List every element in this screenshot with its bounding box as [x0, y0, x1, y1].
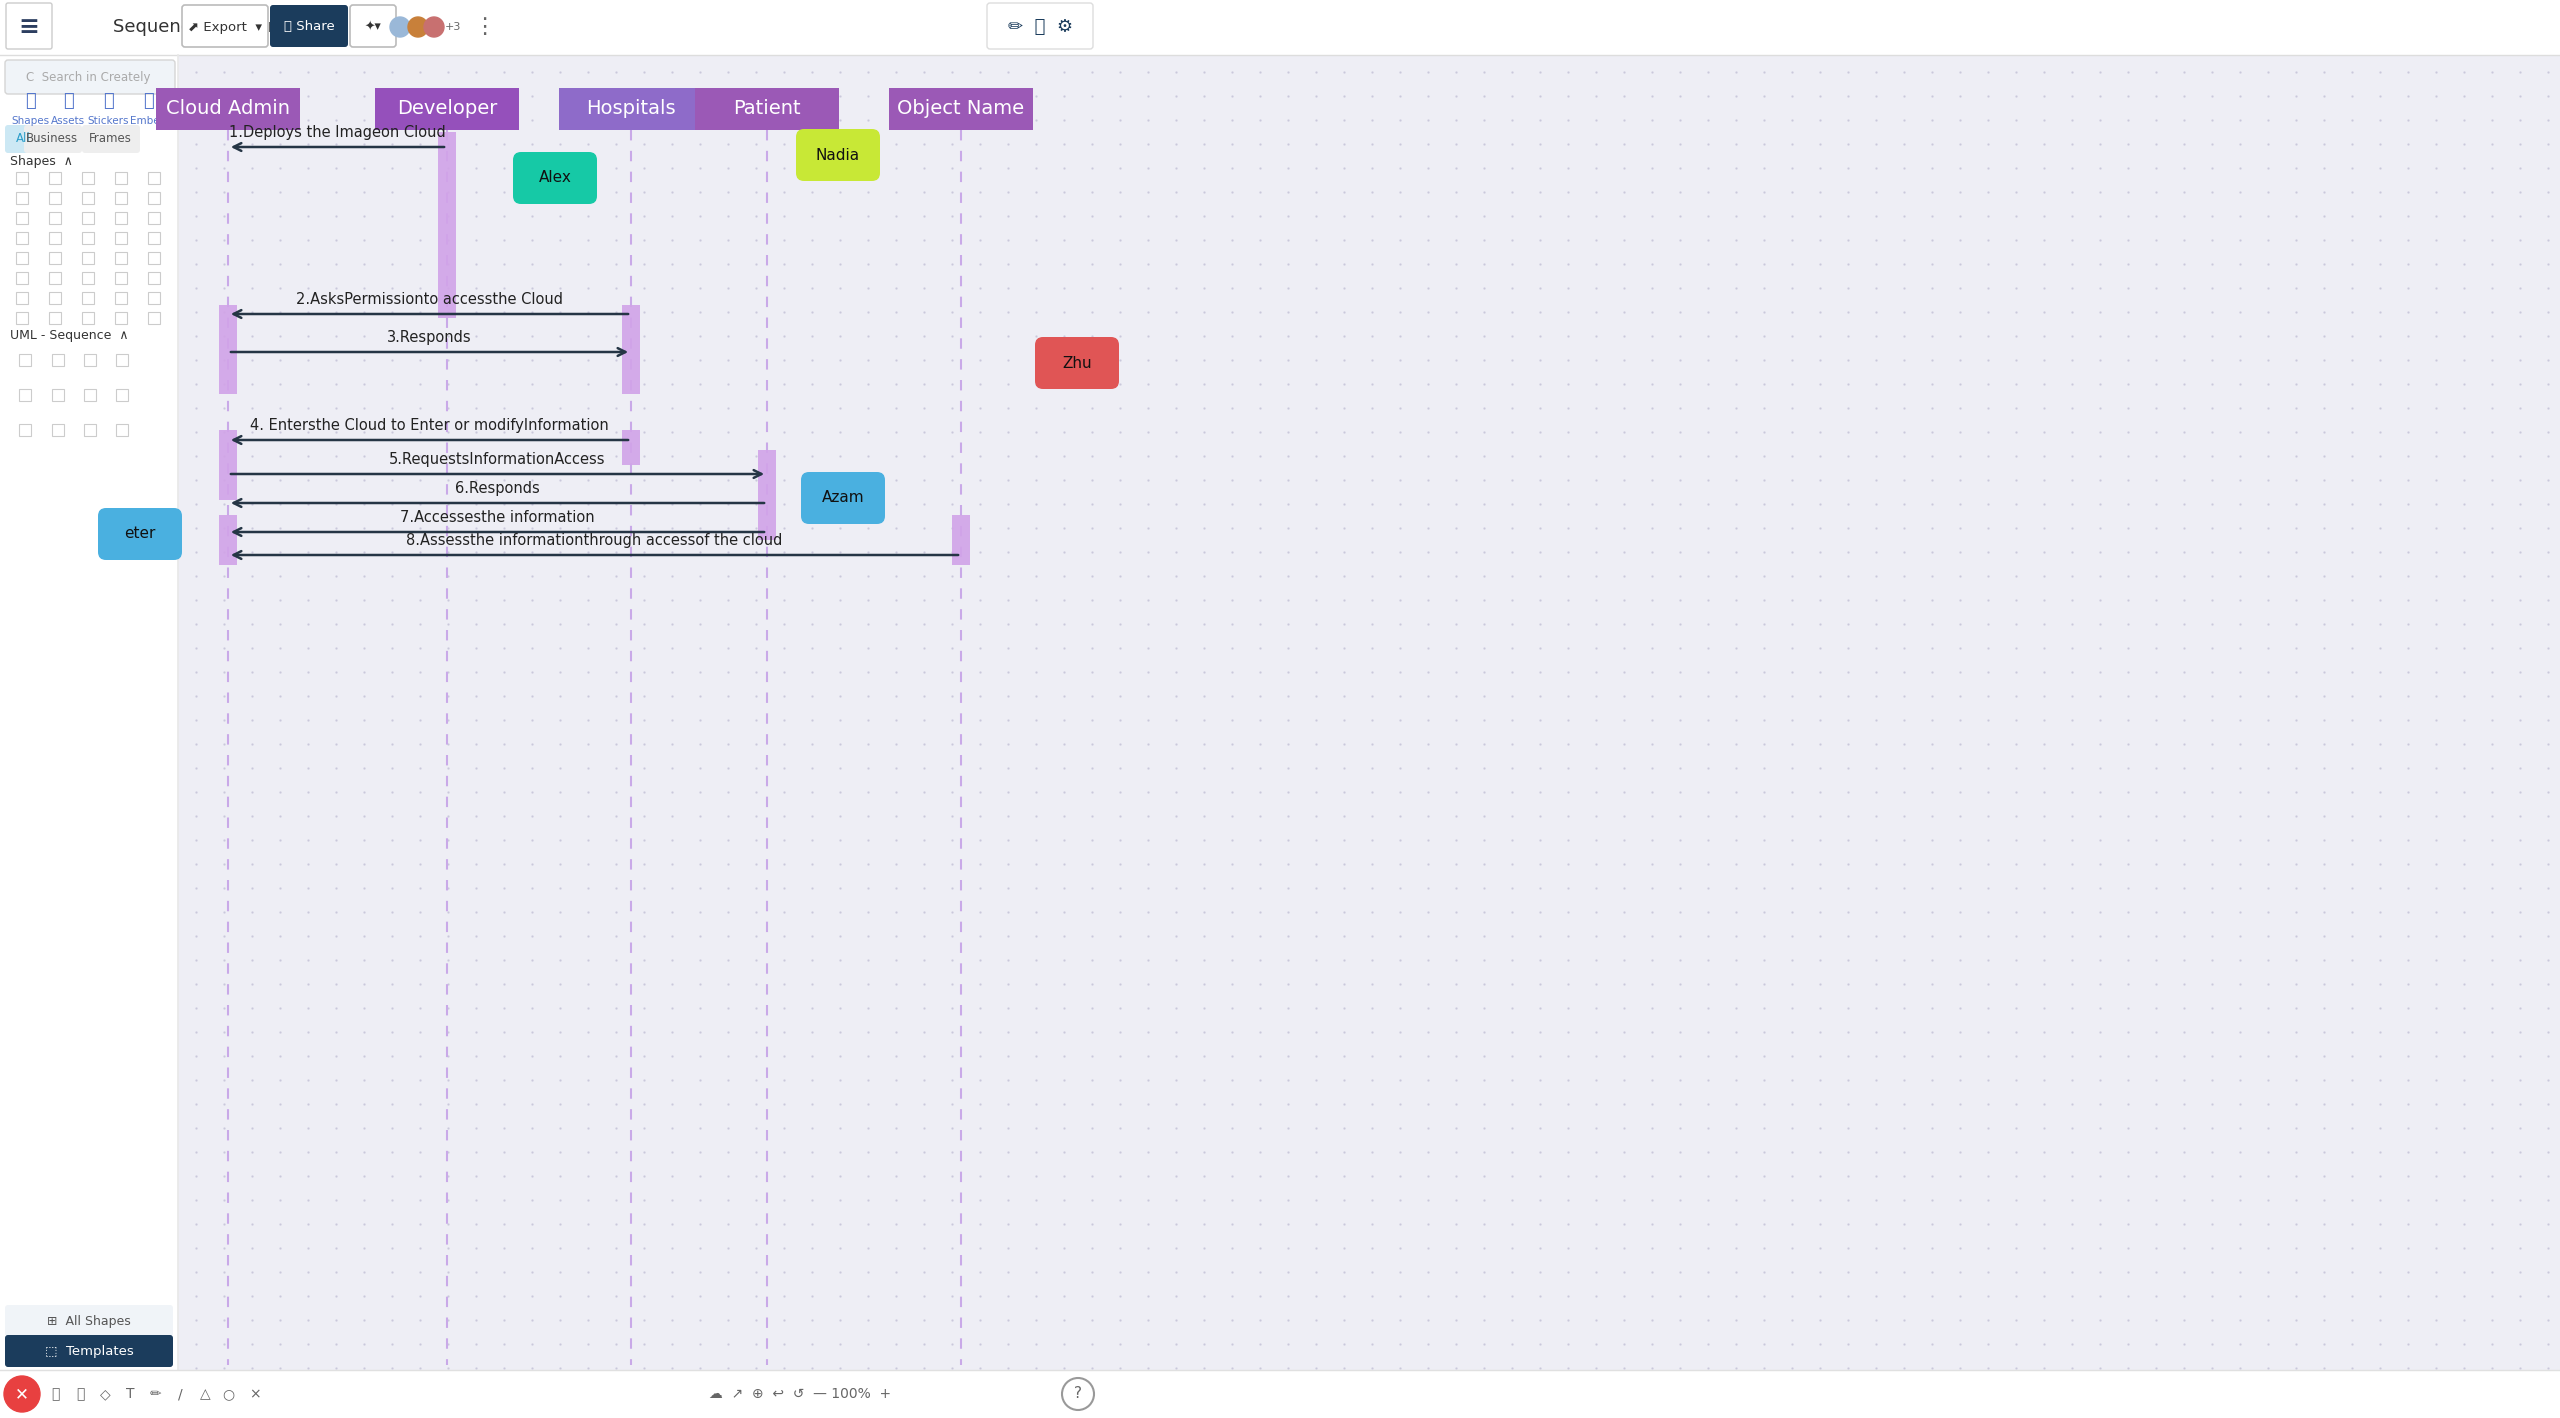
Text: ⋮: ⋮: [474, 17, 494, 37]
Text: ⬚  Templates: ⬚ Templates: [44, 1344, 133, 1357]
Text: ○: ○: [223, 1387, 233, 1401]
FancyBboxPatch shape: [82, 125, 141, 153]
Text: ◇: ◇: [100, 1387, 110, 1401]
FancyBboxPatch shape: [156, 88, 300, 130]
FancyBboxPatch shape: [622, 305, 640, 394]
FancyBboxPatch shape: [888, 88, 1034, 130]
Text: Object Name: Object Name: [899, 99, 1024, 119]
Circle shape: [407, 17, 428, 37]
FancyBboxPatch shape: [622, 430, 640, 465]
Text: Frames: Frames: [90, 132, 131, 146]
Text: 4. Entersthe Cloud to Enter or modifyInformation: 4. Entersthe Cloud to Enter or modifyInf…: [251, 418, 609, 432]
Text: ⬜: ⬜: [102, 92, 113, 111]
Text: 2.AsksPermissionto accessthe Cloud: 2.AsksPermissionto accessthe Cloud: [297, 292, 563, 308]
Text: ✏: ✏: [148, 1387, 161, 1401]
Circle shape: [389, 17, 410, 37]
Circle shape: [5, 1375, 41, 1412]
FancyBboxPatch shape: [512, 152, 596, 204]
Text: T: T: [125, 1387, 133, 1401]
Text: Embed: Embed: [131, 116, 166, 126]
Text: 5.RequestsInformationAccess: 5.RequestsInformationAccess: [389, 452, 607, 467]
Circle shape: [425, 17, 443, 37]
Text: Shapes: Shapes: [10, 116, 49, 126]
Text: All: All: [15, 132, 31, 146]
FancyBboxPatch shape: [0, 55, 179, 1370]
Text: ✦▾: ✦▾: [364, 20, 381, 34]
FancyBboxPatch shape: [220, 305, 238, 394]
FancyBboxPatch shape: [5, 3, 51, 50]
FancyBboxPatch shape: [801, 472, 886, 525]
Text: ☁  ↗  ⊕  ↩  ↺  — 100%  +: ☁ ↗ ⊕ ↩ ↺ — 100% +: [709, 1387, 891, 1401]
Text: ⬜: ⬜: [26, 92, 36, 111]
Text: ⬈ Export  ▾: ⬈ Export ▾: [187, 20, 261, 34]
FancyBboxPatch shape: [1034, 337, 1119, 389]
FancyBboxPatch shape: [220, 515, 238, 564]
Text: Nadia: Nadia: [817, 147, 860, 163]
Text: Zhu: Zhu: [1062, 356, 1091, 370]
Text: ⬜: ⬜: [51, 1387, 59, 1401]
Text: Business: Business: [26, 132, 77, 146]
Text: 🌐 Share: 🌐 Share: [284, 20, 335, 34]
Text: Sequence Diagram: Sequence Diagram: [113, 18, 284, 35]
Text: 8.Assessthe informationthrough accessof the cloud: 8.Assessthe informationthrough accessof …: [407, 533, 783, 547]
FancyBboxPatch shape: [988, 3, 1093, 50]
Text: ?: ?: [1075, 1387, 1083, 1401]
Text: ⬜: ⬜: [77, 1387, 84, 1401]
FancyBboxPatch shape: [23, 125, 82, 153]
Text: ×: ×: [248, 1387, 261, 1401]
FancyBboxPatch shape: [438, 132, 456, 318]
FancyBboxPatch shape: [97, 508, 182, 560]
Text: ⬜: ⬜: [61, 92, 74, 111]
Text: Patient: Patient: [732, 99, 801, 119]
Text: ✏  💬  ⚙: ✏ 💬 ⚙: [1009, 18, 1073, 35]
Text: 6.Responds: 6.Responds: [456, 481, 540, 496]
Text: 7.Accessesthe information: 7.Accessesthe information: [399, 510, 594, 525]
Text: Assets: Assets: [51, 116, 84, 126]
Text: C  Search in Creately: C Search in Creately: [26, 71, 151, 84]
FancyBboxPatch shape: [5, 1305, 174, 1337]
FancyBboxPatch shape: [269, 6, 348, 47]
Text: Azam: Azam: [822, 491, 865, 505]
Text: +3: +3: [445, 23, 461, 33]
Text: △: △: [200, 1387, 210, 1401]
FancyBboxPatch shape: [182, 6, 269, 47]
FancyBboxPatch shape: [952, 515, 970, 564]
FancyBboxPatch shape: [758, 450, 776, 540]
Circle shape: [1062, 1378, 1093, 1409]
Text: 1.Deploys the Imageon Cloud: 1.Deploys the Imageon Cloud: [230, 125, 445, 140]
FancyBboxPatch shape: [5, 1334, 174, 1367]
Text: /: /: [177, 1387, 182, 1401]
FancyBboxPatch shape: [694, 88, 840, 130]
Text: Hospitals: Hospitals: [586, 99, 676, 119]
Text: Alex: Alex: [538, 170, 571, 186]
Text: ≡: ≡: [18, 16, 38, 40]
Text: UML - Sequence  ∧: UML - Sequence ∧: [10, 329, 128, 342]
Text: ✕: ✕: [15, 1385, 28, 1402]
Text: Cloud Admin: Cloud Admin: [166, 99, 289, 119]
Text: ⬜: ⬜: [143, 92, 154, 111]
Text: ⊞  All Shapes: ⊞ All Shapes: [46, 1314, 131, 1327]
FancyBboxPatch shape: [5, 60, 174, 94]
FancyBboxPatch shape: [796, 129, 881, 182]
Text: eter: eter: [125, 526, 156, 542]
FancyBboxPatch shape: [220, 430, 238, 501]
Text: Shapes  ∧: Shapes ∧: [10, 156, 72, 169]
Text: 3.Responds: 3.Responds: [387, 330, 471, 345]
FancyBboxPatch shape: [0, 0, 2560, 55]
FancyBboxPatch shape: [558, 88, 704, 130]
FancyBboxPatch shape: [0, 1370, 2560, 1418]
Text: Stickers: Stickers: [87, 116, 128, 126]
FancyBboxPatch shape: [5, 125, 41, 153]
FancyBboxPatch shape: [374, 88, 520, 130]
Text: Developer: Developer: [397, 99, 497, 119]
FancyBboxPatch shape: [351, 6, 397, 47]
